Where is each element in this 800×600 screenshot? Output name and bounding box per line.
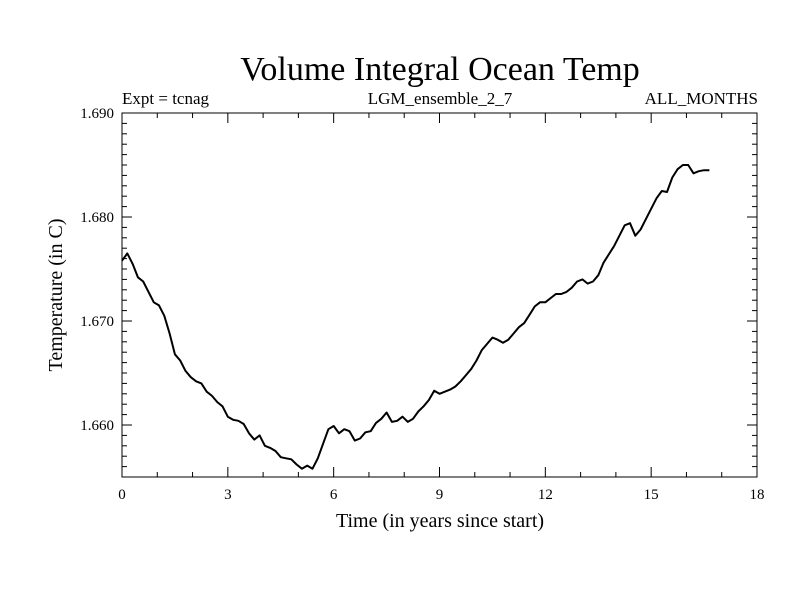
plot-frame (121, 112, 758, 478)
x-tick-label: 6 (330, 487, 338, 503)
y-axis: 1.660 1.670 1.680 1.690 (80, 106, 757, 478)
x-axis-label: Time (in years since start) (336, 510, 544, 532)
x-axis: 0 3 6 9 12 15 18 (118, 113, 765, 503)
y-tick-label: 1.660 (80, 418, 114, 434)
x-tick-label: 12 (538, 487, 553, 503)
subtitle-left: Expt = tcnag (122, 89, 210, 108)
series-line (121, 164, 710, 470)
y-tick-label: 1.680 (80, 210, 114, 226)
subtitle-right: ALL_MONTHS (645, 89, 758, 108)
subtitle-center: LGM_ensemble_2_7 (368, 89, 513, 108)
y-tick-label: 1.690 (80, 106, 114, 122)
y-tick-label: 1.670 (80, 314, 114, 330)
x-tick-label: 9 (436, 487, 444, 503)
x-tick-label: 15 (644, 487, 659, 503)
x-tick-label: 18 (750, 487, 765, 503)
x-tick-label: 0 (118, 487, 126, 503)
y-axis-label: Temperature (in C) (45, 219, 67, 372)
x-tick-label: 3 (224, 487, 232, 503)
chart-title: Volume Integral Ocean Temp (240, 51, 640, 88)
